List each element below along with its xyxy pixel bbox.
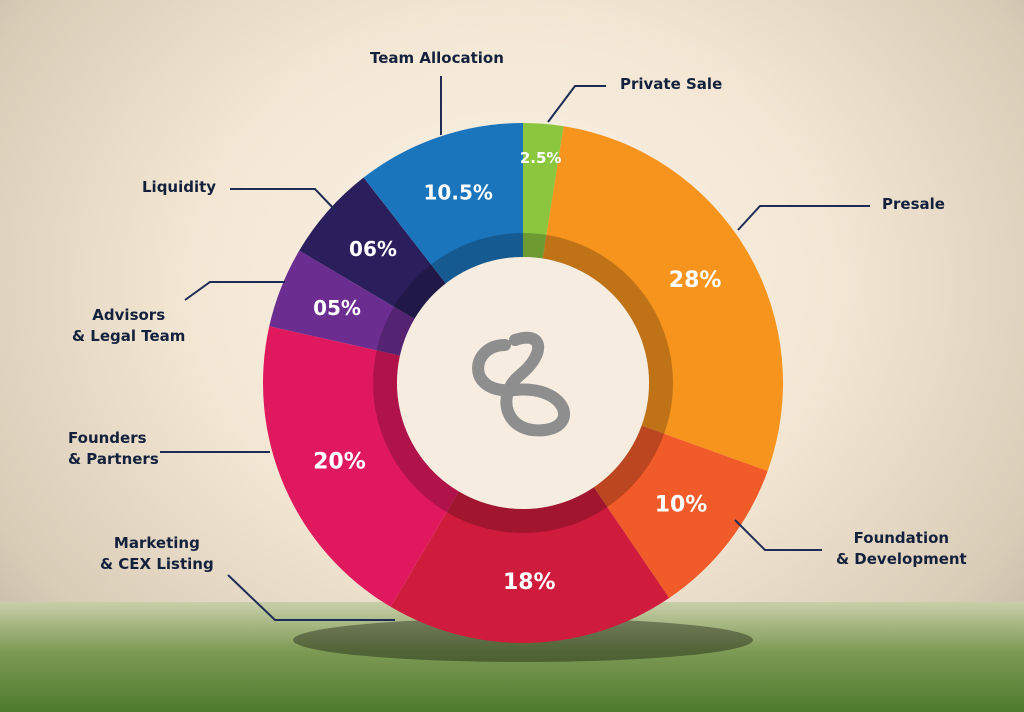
category-label: Private Sale xyxy=(620,75,723,93)
category-label: Advisors & Legal Team xyxy=(72,306,186,345)
category-label: Marketing & CEX Listing xyxy=(100,534,214,573)
slice xyxy=(363,123,523,284)
category-label: Team Allocation xyxy=(370,49,504,67)
leader-line xyxy=(547,85,606,123)
category-label: Liquidity xyxy=(142,178,217,196)
category-label: Founders & Partners xyxy=(68,429,159,468)
logo-shape xyxy=(472,331,570,437)
slice xyxy=(542,126,783,472)
slice xyxy=(263,326,459,607)
leader-line xyxy=(737,205,870,231)
value-label: 10% xyxy=(655,493,708,518)
value-labels: 2.5% 28% 10% 18% 20% 05% 06% 10.5% xyxy=(313,149,721,595)
value-label: 20% xyxy=(313,449,366,474)
value-label: 06% xyxy=(349,237,397,261)
logo xyxy=(472,331,570,437)
leader-line xyxy=(734,519,822,551)
slice xyxy=(523,123,564,259)
center-hole xyxy=(397,257,649,509)
value-label: 2.5% xyxy=(520,149,562,167)
value-label: 18% xyxy=(503,570,556,595)
leader-lines xyxy=(160,76,870,621)
slice xyxy=(269,250,415,356)
category-label: Presale xyxy=(882,195,945,213)
slices xyxy=(263,123,783,643)
value-label: 28% xyxy=(669,268,722,293)
leader-line xyxy=(227,574,395,621)
slice xyxy=(593,425,768,599)
leader-line xyxy=(230,188,336,211)
category-label: Foundation & Development xyxy=(836,529,967,568)
leader-line xyxy=(184,281,285,301)
slice xyxy=(299,177,446,319)
value-label: 10.5% xyxy=(424,180,493,204)
slice xyxy=(390,487,670,643)
value-label: 05% xyxy=(313,296,361,320)
